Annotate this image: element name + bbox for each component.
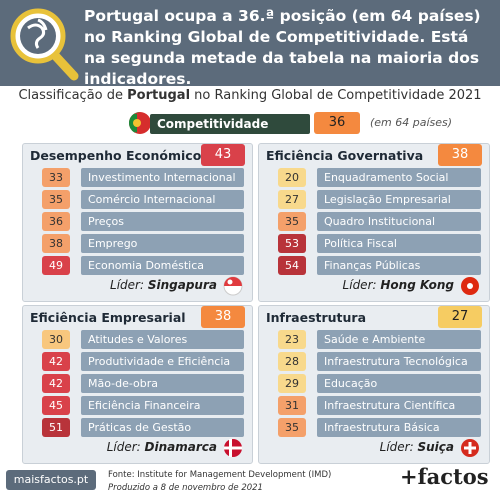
leader: Líder: Hong Kong bbox=[258, 278, 454, 292]
row-label: Mão-de-obra bbox=[81, 374, 244, 393]
row-rank: 23 bbox=[278, 330, 306, 349]
row-rank: 28 bbox=[278, 352, 306, 371]
row-rank: 33 bbox=[42, 168, 70, 187]
row-rank: 35 bbox=[278, 212, 306, 231]
leader-flag bbox=[223, 438, 243, 458]
leader-flag bbox=[223, 276, 243, 296]
subtitle-bold: Portugal bbox=[127, 88, 191, 103]
row-rank: 20 bbox=[278, 168, 306, 187]
leader-label: Líder: bbox=[379, 440, 414, 454]
panel-rank: 43 bbox=[201, 144, 245, 166]
leader-label: Líder: bbox=[106, 440, 141, 454]
header-band bbox=[0, 0, 500, 86]
panel-title: Eficiência Empresarial bbox=[30, 310, 186, 325]
row-rank: 42 bbox=[42, 352, 70, 371]
leader: Líder: Suiça bbox=[258, 440, 454, 454]
row-label: Eficiência Financeira bbox=[81, 396, 244, 415]
row-label: Emprego bbox=[81, 234, 244, 253]
panel-rank: 27 bbox=[438, 306, 482, 328]
row-label: Práticas de Gestão bbox=[81, 418, 244, 437]
panel-rank: 38 bbox=[201, 306, 245, 328]
leader-label: Líder: bbox=[342, 278, 377, 292]
row-rank: 53 bbox=[278, 234, 306, 253]
row-label: Infraestrutura Tecnológica bbox=[317, 352, 481, 371]
subtitle-text: Classificação de bbox=[18, 88, 124, 103]
leader-label: Líder: bbox=[110, 278, 145, 292]
leader-name: Singapura bbox=[147, 278, 217, 292]
leader-flag bbox=[460, 276, 480, 296]
portugal-flag bbox=[128, 112, 151, 134]
row-label: Quadro Institucional bbox=[317, 212, 481, 231]
row-label: Saúde e Ambiente bbox=[317, 330, 481, 349]
row-label: Infraestrutura Científica bbox=[317, 396, 481, 415]
row-label: Investimento Internacional bbox=[81, 168, 244, 187]
row-label: Educação bbox=[317, 374, 481, 393]
row-label: Comércio Internacional bbox=[81, 190, 244, 209]
header-title: Portugal ocupa a 36.ª posição (em 64 paí… bbox=[84, 7, 481, 88]
overall-label: Competitividade Global bbox=[150, 114, 310, 151]
row-rank: 51 bbox=[42, 418, 70, 437]
row-rank: 30 bbox=[42, 330, 70, 349]
row-rank: 29 bbox=[278, 374, 306, 393]
subtitle-text: no Ranking Global de Competitividade 202… bbox=[194, 88, 482, 103]
flag bbox=[461, 439, 479, 457]
leader: Líder: Dinamarca bbox=[22, 440, 217, 454]
row-label: Atitudes e Valores bbox=[81, 330, 244, 349]
leader-name: Suiça bbox=[417, 440, 454, 454]
row-label: Finanças Públicas bbox=[317, 256, 481, 275]
flag bbox=[223, 276, 243, 296]
row-label: Enquadramento Social bbox=[317, 168, 481, 187]
row-label: Política Fiscal bbox=[317, 234, 481, 253]
row-label: Economia Doméstica bbox=[81, 256, 244, 275]
row-rank: 45 bbox=[42, 396, 70, 415]
leader-flag bbox=[460, 438, 480, 458]
row-rank: 35 bbox=[42, 190, 70, 209]
date: Produzido a 8 de novembro de 2021 bbox=[108, 483, 263, 493]
row-rank: 36 bbox=[42, 212, 70, 231]
leader: Líder: Singapura bbox=[22, 278, 217, 292]
source: Fonte: Institute for Management Developm… bbox=[108, 470, 332, 480]
subtitle: Classificação de Portugal no Ranking Glo… bbox=[0, 88, 500, 103]
row-rank: 27 bbox=[278, 190, 306, 209]
row-rank: 42 bbox=[42, 374, 70, 393]
brand: +factos bbox=[400, 464, 489, 489]
logo: maisfactos.pt bbox=[6, 470, 96, 490]
overall-rank: 36 bbox=[314, 112, 360, 134]
row-label: Infraestrutura Básica bbox=[317, 418, 481, 437]
row-label: Produtividade e Eficiência bbox=[81, 352, 244, 371]
row-label: Legislação Empresarial bbox=[317, 190, 481, 209]
panel-rank: 38 bbox=[438, 144, 482, 166]
panel-title: Desempenho Económico bbox=[30, 148, 202, 163]
row-rank: 54 bbox=[278, 256, 306, 275]
row-rank: 31 bbox=[278, 396, 306, 415]
panel-title: Infraestrutura bbox=[266, 310, 367, 325]
row-rank: 49 bbox=[42, 256, 70, 275]
overall-note: (em 64 países) bbox=[370, 116, 453, 129]
leader-name: Dinamarca bbox=[144, 440, 217, 454]
flag bbox=[461, 277, 479, 295]
magnifier-icon bbox=[10, 8, 79, 81]
flag bbox=[224, 439, 242, 457]
panel-title: Eficiência Governativa bbox=[266, 148, 424, 163]
row-rank: 35 bbox=[278, 418, 306, 437]
row-rank: 38 bbox=[42, 234, 70, 253]
row-label: Preços bbox=[81, 212, 244, 231]
leader-name: Hong Kong bbox=[380, 278, 454, 292]
